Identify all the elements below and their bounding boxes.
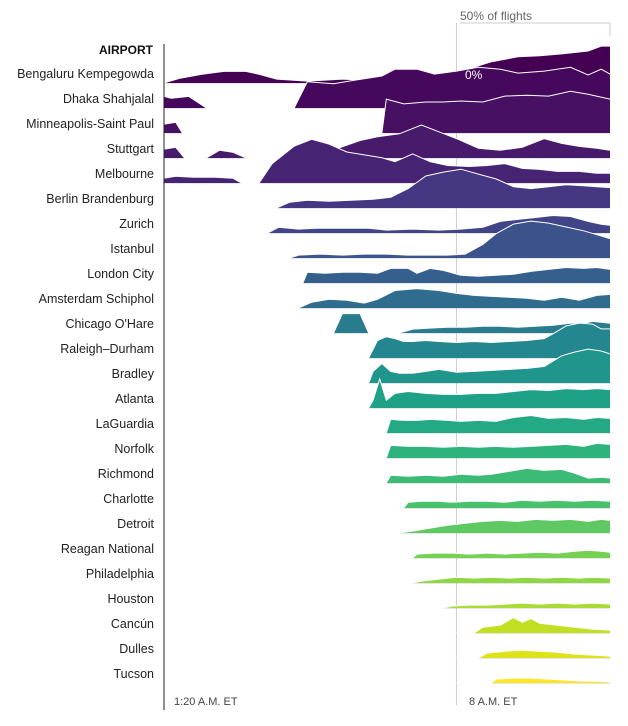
ridge-area-detroit (163, 519, 610, 533)
ridge-line-london-city (163, 266, 611, 284)
airport-label-chicago-o-hare: Chicago O'Hare (65, 317, 154, 331)
airport-label-laguardia: LaGuardia (96, 417, 154, 431)
ridge-line-bradley (163, 348, 611, 384)
airport-label-berlin-brandenburg: Berlin Brandenburg (46, 192, 154, 206)
airport-labels: Bengaluru Kempegowda Dhaka Shahjalal Minne… (17, 67, 155, 681)
ridge-line-canc-n (163, 616, 611, 634)
ridge-area-melbourne (163, 139, 610, 183)
ridge-line-dhaka-shahjalal (163, 66, 611, 109)
airport-label-raleigh-durham: Raleigh–Durham (60, 342, 154, 356)
ridge-area-richmond (163, 468, 610, 483)
ridge-line-melbourne (163, 138, 610, 184)
airport-label-atlanta: Atlanta (115, 392, 154, 406)
airport-label-bradley: Bradley (112, 367, 155, 381)
airport-label-stuttgart: Stuttgart (107, 142, 155, 156)
airport-label-istanbul: Istanbul (110, 242, 154, 256)
ridge-area-amsterdam-schiphol (163, 288, 610, 308)
ridges (163, 45, 611, 684)
ridge-line-reagan-national (163, 549, 611, 559)
ridge-area-atlanta (163, 378, 610, 408)
airport-label-philadelphia: Philadelphia (86, 567, 154, 581)
airport-label-norfolk: Norfolk (114, 442, 154, 456)
airport-label-houston: Houston (107, 592, 154, 606)
airport-label-melbourne: Melbourne (95, 167, 154, 181)
airport-label-tucson: Tucson (113, 667, 154, 681)
ridge-area-houston (163, 603, 610, 608)
airport-label-minneapolis-saint-paul: Minneapolis-Saint Paul (26, 117, 154, 131)
airport-label-zurich: Zurich (119, 217, 154, 231)
ridge-line-philadelphia (163, 576, 611, 584)
ridge-line-atlanta (163, 377, 611, 409)
ridge-area-stuttgart (163, 125, 610, 158)
ridge-line-dulles (163, 649, 611, 659)
airport-label-amsterdam-schiphol: Amsterdam Schiphol (39, 292, 154, 306)
scale-label: 50% of flights (460, 9, 532, 23)
airport-label-richmond: Richmond (98, 467, 154, 481)
x-tick-label-8am: 8 A.M. ET (469, 696, 518, 708)
ridge-line-laguardia (163, 414, 611, 434)
airport-label-charlotte: Charlotte (103, 492, 154, 506)
ridge-area-minneapolis-saint-paul (163, 91, 610, 133)
ridge-line-tucson (163, 677, 611, 684)
airport-label-london-city: London City (87, 267, 154, 281)
ridge-area-philadelphia (163, 577, 610, 583)
ridge-line-charlotte (163, 499, 611, 509)
airport-column-header: AIRPORT (99, 43, 154, 57)
ridge-area-bradley (163, 349, 610, 383)
ridge-area-zurich (163, 215, 610, 233)
ridge-line-houston (163, 602, 611, 609)
ridge-line-raleigh-durham (163, 322, 610, 359)
ridge-area-norfolk (163, 443, 610, 458)
ridge-line-minneapolis-saint-paul (163, 90, 611, 134)
ridge-line-stuttgart (163, 124, 611, 159)
ridge-area-berlin-brandenburg (163, 169, 610, 208)
ridge-line-detroit (163, 518, 611, 534)
airport-label-detroit: Detroit (117, 517, 154, 531)
ridge-area-laguardia (163, 415, 610, 433)
ridge-area-london-city (163, 267, 610, 283)
ridge-area-reagan-national (163, 550, 610, 558)
airport-label-dhaka-shahjalal: Dhaka Shahjalal (63, 92, 154, 106)
airport-label-reagan-national: Reagan National (61, 542, 154, 556)
airport-label-canc-n: Cancún (111, 617, 154, 631)
ridge-area-chicago-o-hare (163, 313, 610, 333)
airport-label-bengaluru-kempegowda: Bengaluru Kempegowda (17, 67, 154, 81)
ridge-line-richmond (163, 467, 611, 484)
zero-percent-label: 0% (465, 68, 483, 82)
airport-label-dulles: Dulles (119, 642, 154, 656)
ridge-area-canc-n (163, 617, 610, 633)
ridge-line-amsterdam-schiphol (163, 288, 611, 309)
x-tick-label-1-20am: 1:20 A.M. ET (174, 696, 238, 708)
ridge-area-istanbul (163, 221, 610, 258)
ridge-line-berlin-brandenburg (163, 168, 611, 209)
ridge-line-zurich (163, 214, 611, 234)
ridge-line-istanbul (163, 220, 611, 259)
ridge-area-raleigh-durham (163, 323, 610, 358)
ridge-line-norfolk (163, 442, 611, 459)
